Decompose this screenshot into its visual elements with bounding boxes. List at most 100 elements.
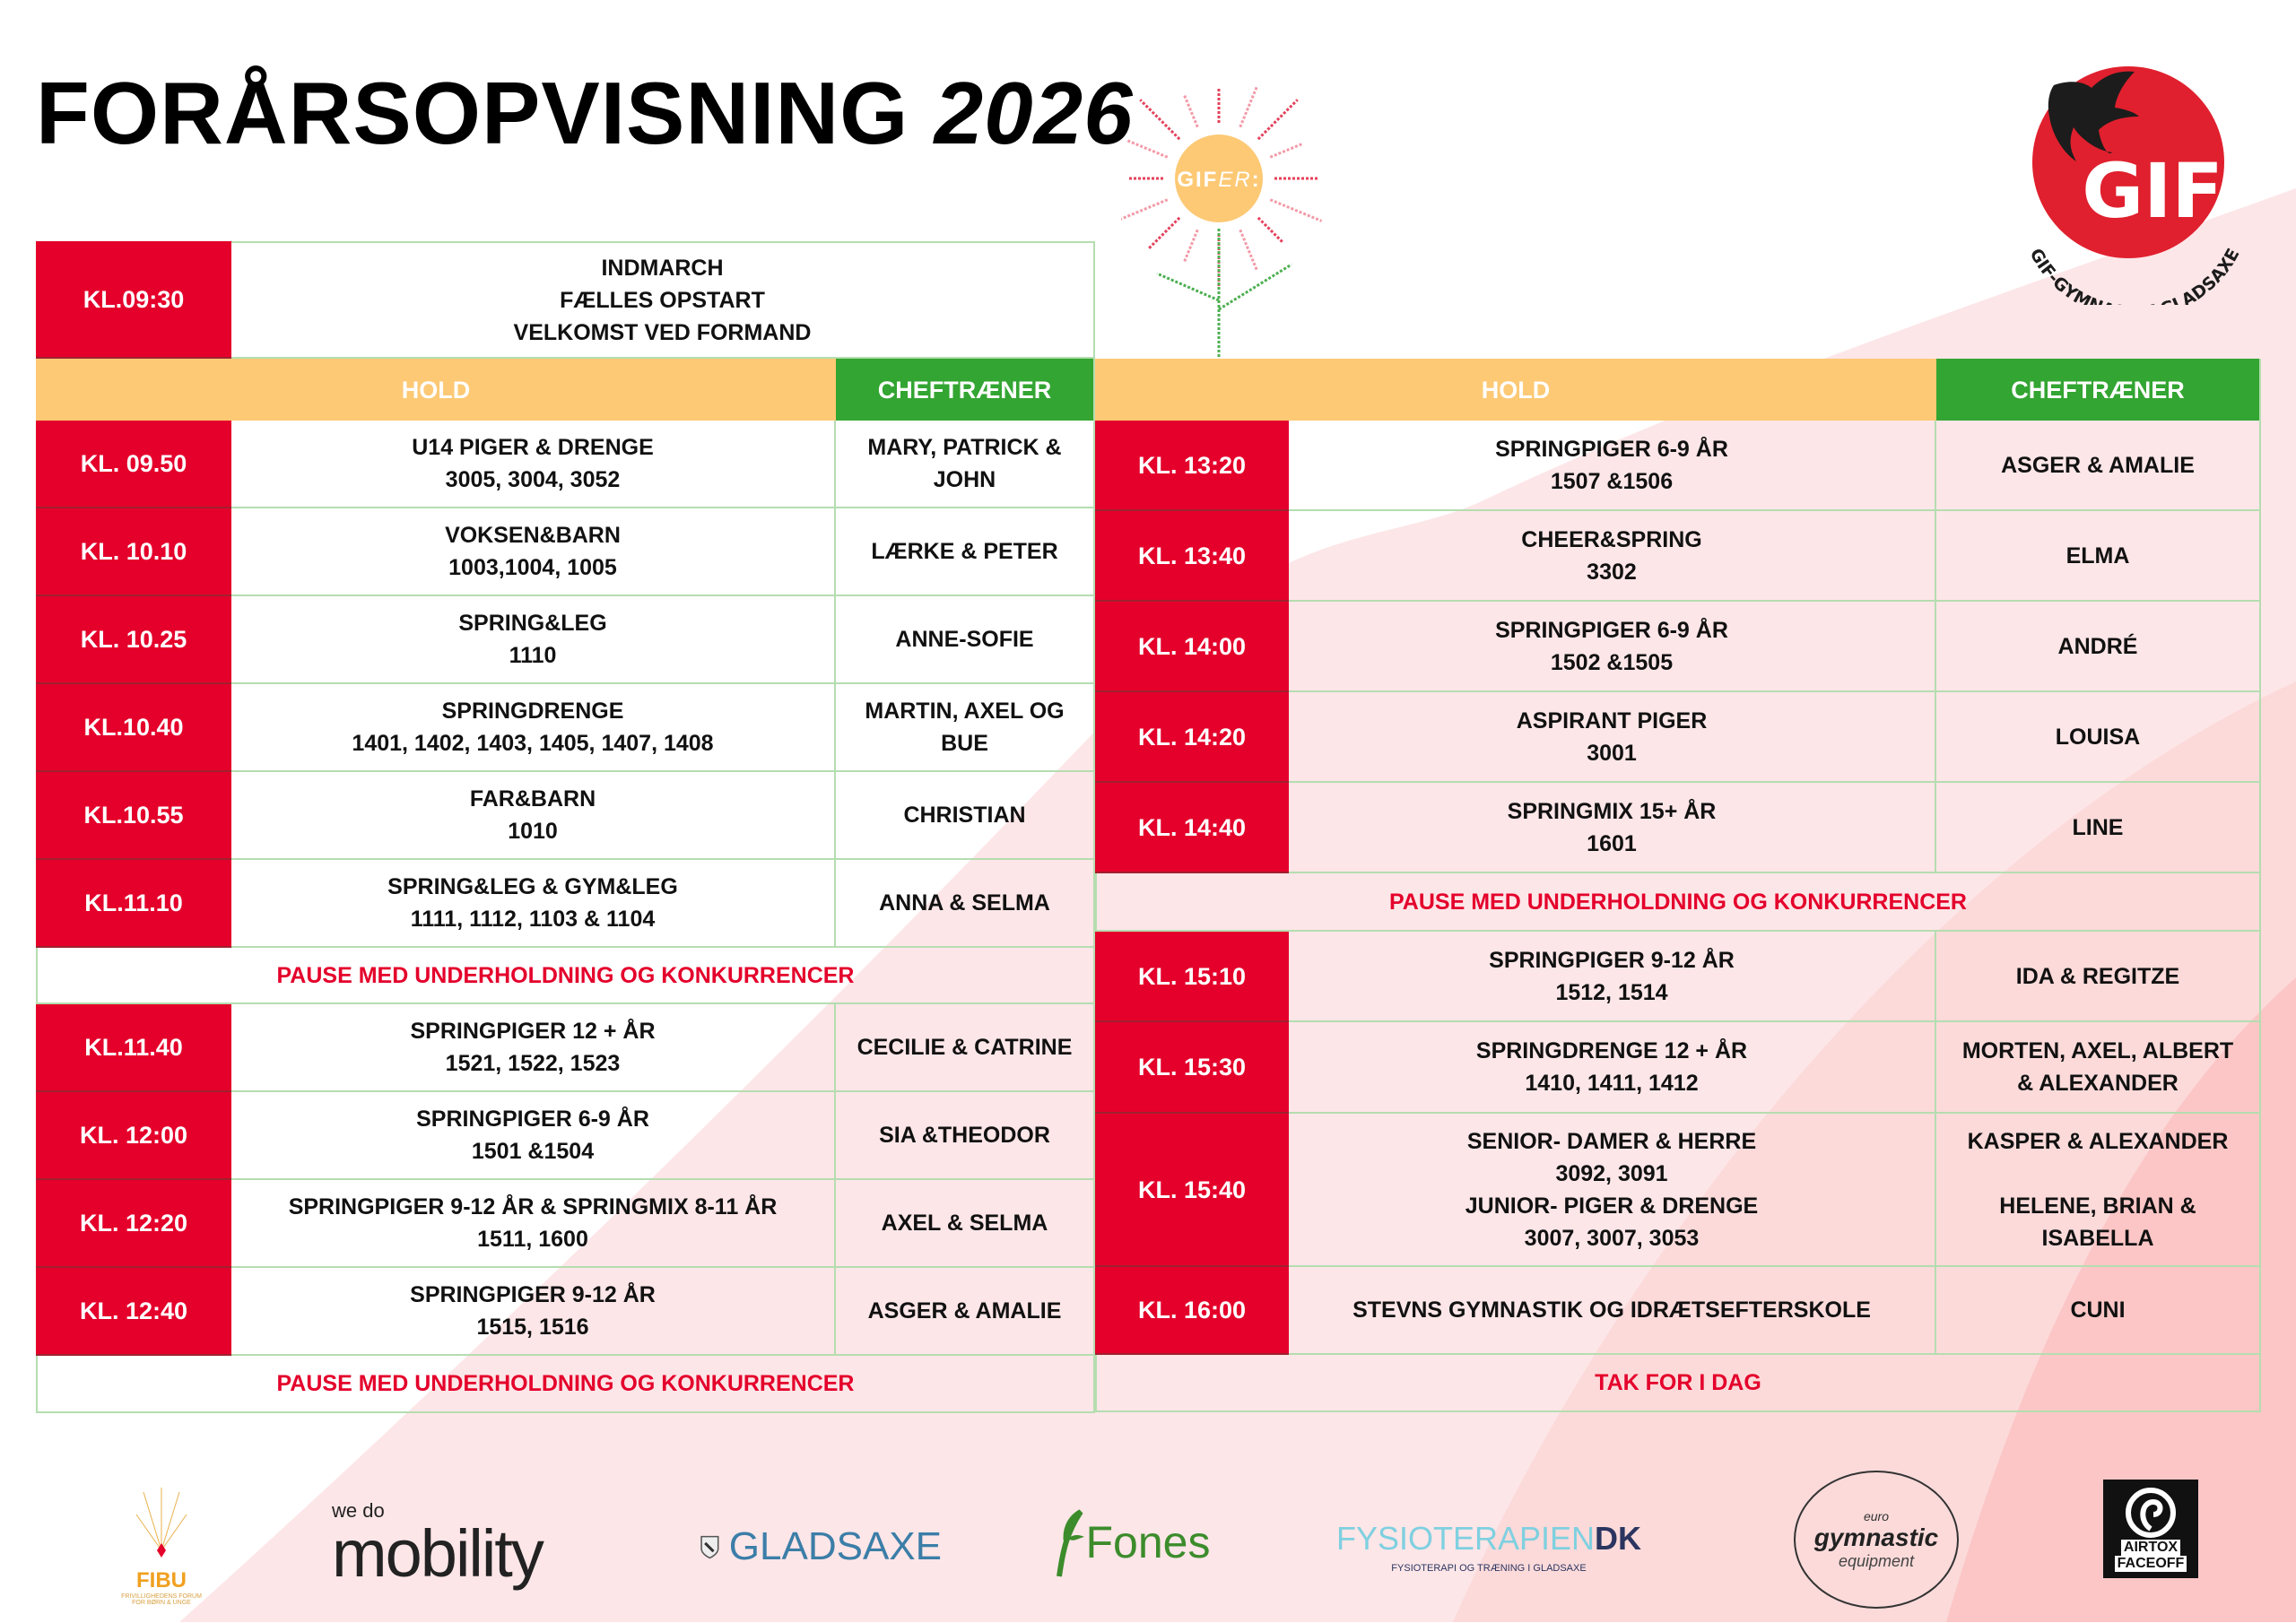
sun-ray xyxy=(1121,198,1169,221)
cheftraener-cell: MARTIN, AXEL OG BUE xyxy=(836,684,1095,772)
hold-cell: SPRING&LEG & GYM&LEG 1111, 1112, 1103 & … xyxy=(231,860,836,948)
fibu-burst-icon xyxy=(135,1488,187,1558)
hold-cell: SPRINGPIGER 9-12 ÅR 1515, 1516 xyxy=(231,1268,836,1356)
hold-cell: SPRINGPIGER 6-9 ÅR 1501 &1504 xyxy=(231,1092,836,1180)
time-cell: KL. 16:00 xyxy=(1095,1267,1289,1355)
cheftraener-cell: AXEL & SELMA xyxy=(836,1180,1095,1268)
cheftraener-cell: ELMA xyxy=(1936,511,2261,602)
pause-row: PAUSE MED UNDERHOLDNING OG KONKURRENCER xyxy=(36,1356,1095,1413)
sun-ray xyxy=(1239,229,1259,273)
pause-text: PAUSE MED UNDERHOLDNING OG KONKURRENCER xyxy=(36,948,1095,1004)
airtox-spiral-icon xyxy=(2126,1488,2176,1538)
sun-ray xyxy=(1239,84,1259,128)
sponsor-logo-fysioterapien: FYSIOTERAPIENDK FYSIOTERAPI OG TRÆNING I… xyxy=(1336,1515,1641,1578)
background-wave-dark xyxy=(1946,977,2296,1622)
cheftraener-cell: MARY, PATRICK & JOHN xyxy=(836,421,1095,508)
pause-text: TAK FOR I DAG xyxy=(1095,1355,2261,1412)
cheftraener-cell: LÆRKE & PETER xyxy=(836,508,1095,596)
euro-sub: equipment xyxy=(1838,1551,1915,1570)
sun-ray xyxy=(1183,229,1199,262)
sun-ray xyxy=(1257,99,1299,141)
time-cell: KL. 14:40 xyxy=(1095,783,1289,873)
schedule-table-left: KL.09:30 INDMARCH FÆLLES OPSTART VELKOMST… xyxy=(36,241,1095,1413)
euro-name: gymnastic xyxy=(1813,1523,1939,1551)
cheftraener-cell: SIA &THEODOR xyxy=(836,1092,1095,1180)
sponsor-logo-gladsaxe: GLADSAXE xyxy=(700,1520,942,1574)
sun-circle xyxy=(1175,135,1263,222)
sun-ray xyxy=(1257,216,1283,243)
sun-ray xyxy=(1269,198,1323,222)
title-text: FORÅRSOPVISNING xyxy=(36,64,909,162)
sponsor-logo-eurogymnastic: euro gymnastic equipment xyxy=(1794,1471,1959,1609)
cheftraener-cell: ASGER & AMALIE xyxy=(836,1268,1095,1356)
hold-cell: VOKSEN&BARN 1003,1004, 1005 xyxy=(231,508,836,596)
header-cheftraener: CHEFTRÆNER xyxy=(1936,359,2261,421)
title-year: 2026 xyxy=(934,64,1134,162)
time-cell: KL. 10.25 xyxy=(36,596,231,684)
time-cell: KL.11.40 xyxy=(36,1004,231,1092)
time-cell: KL.11.10 xyxy=(36,860,231,948)
fones-leaf-icon xyxy=(1056,1509,1084,1577)
intro-text: INDMARCH FÆLLES OPSTART VELKOMST VED FOR… xyxy=(231,241,1095,359)
time-cell: KL. 10.10 xyxy=(36,508,231,596)
header-row: HOLD CHEFTRÆNER xyxy=(36,359,1095,421)
cheftraener-cell: ANDRÉ xyxy=(1936,602,2261,692)
fysio-name: FYSIOTERAPIENDK xyxy=(1336,1520,1641,1558)
sponsor-logo-fibu: FIBU FRIVILLIGHEDENS FORUM FOR BØRN & UN… xyxy=(117,1471,206,1623)
schedule-row: KL. 13:20 SPRINGPIGER 6-9 ÅR 1507 &1506 AS… xyxy=(1095,421,2261,511)
gifer-sun-logo: GIFER: xyxy=(1121,84,1323,361)
airtox-name: AIRTOX xyxy=(2120,1540,2181,1556)
schedule-row: KL. 12:40 SPRINGPIGER 9-12 ÅR 1515, 1516 A… xyxy=(36,1268,1095,1356)
sponsor-footer: FIBU FRIVILLIGHEDENS FORUM FOR BØRN & UN… xyxy=(0,1453,2296,1622)
euro-top: euro xyxy=(1863,1508,1890,1523)
cheftraener-cell: ANNA & SELMA xyxy=(836,860,1095,948)
hold-cell: SPRINGPIGER 9-12 ÅR 1512, 1514 xyxy=(1289,932,1936,1022)
sun-ray xyxy=(1139,99,1181,141)
pause-row: PAUSE MED UNDERHOLDNING OG KONKURRENCER xyxy=(1095,873,2261,932)
cheftraener-cell: CECILIE & CATRINE xyxy=(836,1004,1095,1092)
gif-logo-letters: GIF xyxy=(2082,147,2223,235)
schedule-row: KL. 09.50 U14 PIGER & DRENGE 3005, 3004, … xyxy=(36,421,1095,508)
time-cell: KL. 15:30 xyxy=(1095,1022,1289,1114)
schedule-row: KL. 12:00 SPRINGPIGER 6-9 ÅR 1501 &1504 SI… xyxy=(36,1092,1095,1180)
schedule-row: KL. 10.25 SPRING&LEG 1110 ANNE-SOFIE xyxy=(36,596,1095,684)
header-hold: HOLD xyxy=(36,359,836,421)
sun-ray xyxy=(1269,143,1302,159)
page-title: FORÅRSOPVISNING 2026 xyxy=(36,63,1134,164)
header-hold: HOLD xyxy=(1095,359,1936,421)
hold-cell: ASPIRANT PIGER 3001 xyxy=(1289,692,1936,783)
time-cell: KL.09:30 xyxy=(36,241,231,359)
schedule-row: KL.11.10 SPRING&LEG & GYM&LEG 1111, 1112,… xyxy=(36,860,1095,948)
cheftraener-cell: MORTEN, AXEL, ALBERT & ALEXANDER xyxy=(1936,1022,2261,1114)
gladsaxe-shield-icon xyxy=(700,1535,719,1559)
time-cell: KL. 09.50 xyxy=(36,421,231,508)
gif-club-logo: GIF GIF-GYMNASTIK GLADSAXE xyxy=(2025,66,2243,305)
schedule-table-right: HOLD CHEFTRÆNER KL. 13:20 SPRINGPIGER 6-9 Å… xyxy=(1095,359,2261,1413)
schedule-row: KL. 14:00 SPRINGPIGER 6-9 ÅR 1502 &1505 AN… xyxy=(1095,602,2261,692)
time-cell: KL. 13:20 xyxy=(1095,421,1289,511)
hold-cell: SENIOR- DAMER & HERRE 3092, 3091 JUNIOR-… xyxy=(1289,1114,1936,1267)
airtox-sub: FACEOFF xyxy=(2114,1556,2187,1572)
gladsaxe-name: GLADSAXE xyxy=(728,1524,942,1568)
schedule-row: KL. 12:20 SPRINGPIGER 9-12 ÅR & SPRINGMIX… xyxy=(36,1180,1095,1268)
time-cell: KL. 14:00 xyxy=(1095,602,1289,692)
hold-cell: SPRINGMIX 15+ ÅR 1601 xyxy=(1289,783,1936,873)
hold-cell: SPRING&LEG 1110 xyxy=(231,596,836,684)
schedule-row: KL. 14:40 SPRINGMIX 15+ ÅR 1601 LINE xyxy=(1095,783,2261,873)
fones-name: Fones xyxy=(1085,1517,1211,1567)
cheftraener-cell: CUNI xyxy=(1936,1267,2261,1355)
schedule-row: KL. 10.10 VOKSEN&BARN 1003,1004, 1005 LÆRK… xyxy=(36,508,1095,596)
time-cell: KL. 14:20 xyxy=(1095,692,1289,783)
hold-cell: FAR&BARN 1010 xyxy=(231,772,836,860)
pause-text: PAUSE MED UNDERHOLDNING OG KONKURRENCER xyxy=(36,1356,1095,1413)
cheftraener-cell: KASPER & ALEXANDER HELENE, BRIAN & ISABE… xyxy=(1936,1114,2261,1267)
time-cell: KL. 12:40 xyxy=(36,1268,231,1356)
fibu-sub: FRIVILLIGHEDENS FORUM FOR BØRN & UNGE xyxy=(121,1593,202,1606)
schedule-row: KL. 13:40 CHEER&SPRING 3302 ELMA xyxy=(1095,511,2261,602)
hold-cell: SPRINGPIGER 9-12 ÅR & SPRINGMIX 8-11 ÅR … xyxy=(231,1180,836,1268)
sun-rays xyxy=(1121,84,1323,361)
header-row: HOLD CHEFTRÆNER xyxy=(1095,359,2261,421)
fysio-sub: FYSIOTERAPI OG TRÆNING I GLADSAXE xyxy=(1391,1563,1587,1574)
sun-ray xyxy=(1146,216,1181,251)
